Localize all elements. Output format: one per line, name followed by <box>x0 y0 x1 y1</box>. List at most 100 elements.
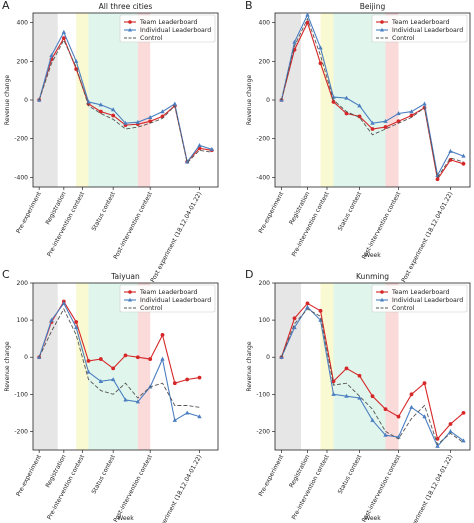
y-tick-label: -400 <box>256 174 270 181</box>
data-point <box>123 397 128 402</box>
data-point <box>383 432 388 437</box>
data-point <box>86 359 91 363</box>
data-point <box>98 109 103 114</box>
y-tick-label: 200 <box>259 58 271 65</box>
data-point <box>148 357 153 361</box>
data-point <box>344 393 349 398</box>
data-point <box>422 381 427 386</box>
phase-shading <box>33 13 58 187</box>
data-point <box>448 148 453 153</box>
data-point <box>422 414 427 419</box>
legend-label: Team Leaderboard <box>139 289 197 296</box>
y-tick-label: -200 <box>14 428 28 435</box>
data-point <box>73 325 79 330</box>
data-point <box>135 355 140 360</box>
legend-label: Control <box>140 305 163 312</box>
data-point <box>135 399 141 404</box>
data-point <box>344 366 349 371</box>
data-point <box>148 119 153 124</box>
phase-shading <box>275 283 301 450</box>
phase-shading <box>320 283 334 450</box>
data-point <box>61 36 66 41</box>
y-tick-label: 200 <box>17 58 29 65</box>
data-point <box>461 161 466 166</box>
legend-box <box>119 284 216 313</box>
data-point <box>370 127 375 131</box>
legend-box <box>371 14 468 43</box>
data-point <box>435 177 440 182</box>
legend-marker <box>128 27 132 32</box>
data-point <box>49 53 54 58</box>
data-point <box>370 120 375 125</box>
data-point <box>197 414 202 419</box>
legend-marker <box>380 290 384 294</box>
legend-box <box>371 284 468 313</box>
legend-label: Team Leaderboard <box>391 19 449 26</box>
data-point <box>160 109 165 114</box>
y-tick-label: 0 <box>266 97 270 104</box>
data-point <box>160 333 165 337</box>
panel-letter: C <box>2 268 10 281</box>
y-tick-label: 200 <box>259 280 271 287</box>
panel-title: Beijing <box>360 2 386 11</box>
data-point <box>344 111 349 116</box>
plot-frame <box>274 282 471 451</box>
data-point <box>318 61 323 66</box>
data-point <box>357 103 362 108</box>
legend-label: Individual Leaderboard <box>140 27 211 34</box>
series-line-control <box>38 39 212 164</box>
y-tick-label: 400 <box>259 20 271 27</box>
phase-shading <box>320 13 334 187</box>
legend-marker <box>380 20 384 24</box>
series-line-control <box>281 308 464 446</box>
data-point <box>111 113 116 118</box>
data-point <box>111 366 116 371</box>
data-point <box>61 29 67 34</box>
data-point <box>448 158 453 162</box>
data-point <box>396 414 401 419</box>
data-point <box>461 438 466 443</box>
data-point <box>172 101 178 106</box>
legend-label: Team Leaderboard <box>391 289 449 296</box>
phase-shading <box>385 13 399 187</box>
phase-shading <box>76 283 89 450</box>
panel-title: Kunming <box>356 272 389 281</box>
data-point <box>435 443 440 448</box>
y-axis-label: Revenue change <box>246 75 253 125</box>
data-point <box>135 119 141 124</box>
legend-marker <box>128 297 132 302</box>
y-axis-label: Revenue change <box>4 341 11 391</box>
data-point <box>396 434 401 439</box>
y-tick-label: 400 <box>17 20 29 27</box>
data-point <box>383 407 388 412</box>
y-tick-label: 0 <box>266 354 270 361</box>
legend-label: Control <box>392 305 415 312</box>
phase-shading <box>33 283 58 450</box>
data-point <box>86 99 91 104</box>
data-point <box>147 115 153 119</box>
data-point <box>98 357 103 361</box>
y-tick-label: 0 <box>24 97 28 104</box>
data-point <box>448 429 453 434</box>
data-point <box>370 394 375 399</box>
data-point <box>110 377 116 382</box>
data-point <box>292 325 297 330</box>
phase-shading <box>76 13 89 187</box>
legend-label: Individual Leaderboard <box>140 297 211 304</box>
legend-marker <box>380 297 384 302</box>
legend-label: Individual Leaderboard <box>392 297 463 304</box>
data-point <box>61 301 67 306</box>
panel-letter: A <box>2 0 10 12</box>
y-tick-label: -200 <box>256 428 270 435</box>
y-tick-label: -100 <box>256 391 270 398</box>
data-point <box>409 392 414 397</box>
data-point <box>86 369 91 374</box>
y-axis-label: Revenue change <box>4 75 11 125</box>
data-point <box>98 378 104 383</box>
legend-label: Control <box>140 35 163 42</box>
phase-shading <box>275 13 301 187</box>
data-point <box>383 118 388 123</box>
y-tick-label: -200 <box>256 136 270 143</box>
data-point <box>331 391 336 396</box>
